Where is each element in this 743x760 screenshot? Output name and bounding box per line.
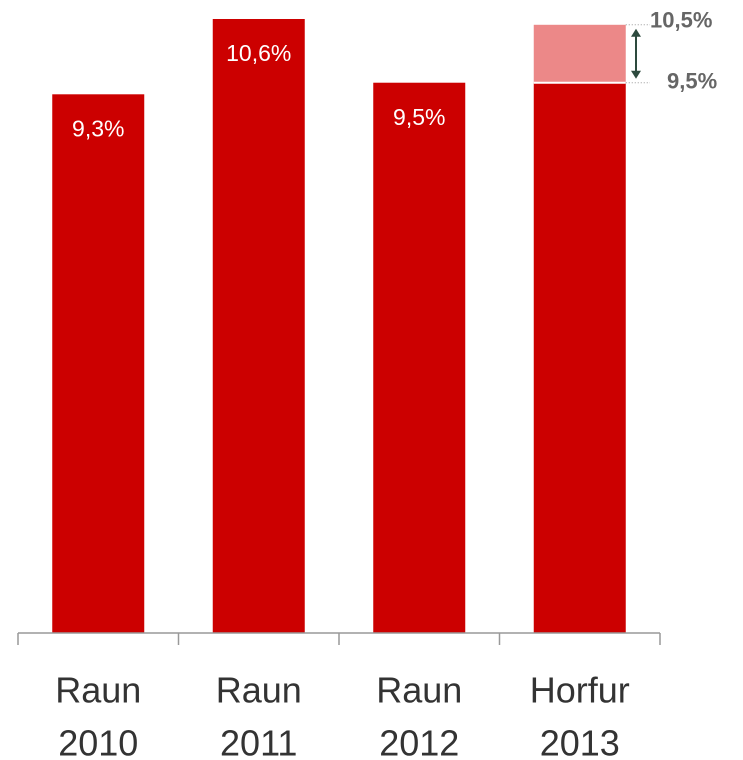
range-bar	[533, 24, 626, 83]
x-tick-label: 2012	[379, 723, 459, 760]
arrow-head	[631, 70, 641, 79]
x-tick-label: Raun	[55, 670, 141, 711]
annotation-label: 9,5%	[667, 69, 717, 94]
bar	[52, 94, 145, 634]
x-tick-label: 2013	[540, 723, 620, 760]
x-tick-label: 2011	[220, 723, 297, 760]
value-label: 9,3%	[72, 115, 124, 141]
value-label: 10,6%	[226, 40, 291, 66]
arrow-head	[631, 28, 641, 37]
bar	[533, 82, 626, 633]
bar	[212, 19, 305, 633]
x-tick-label: Raun	[216, 670, 302, 711]
x-tick-label: 2010	[58, 723, 138, 760]
x-tick-label: Raun	[376, 670, 462, 711]
x-tick-label: Horfur	[530, 670, 630, 711]
annotation-label: 10,5%	[650, 8, 712, 33]
value-label: 9,5%	[393, 104, 445, 130]
bar	[373, 82, 466, 633]
